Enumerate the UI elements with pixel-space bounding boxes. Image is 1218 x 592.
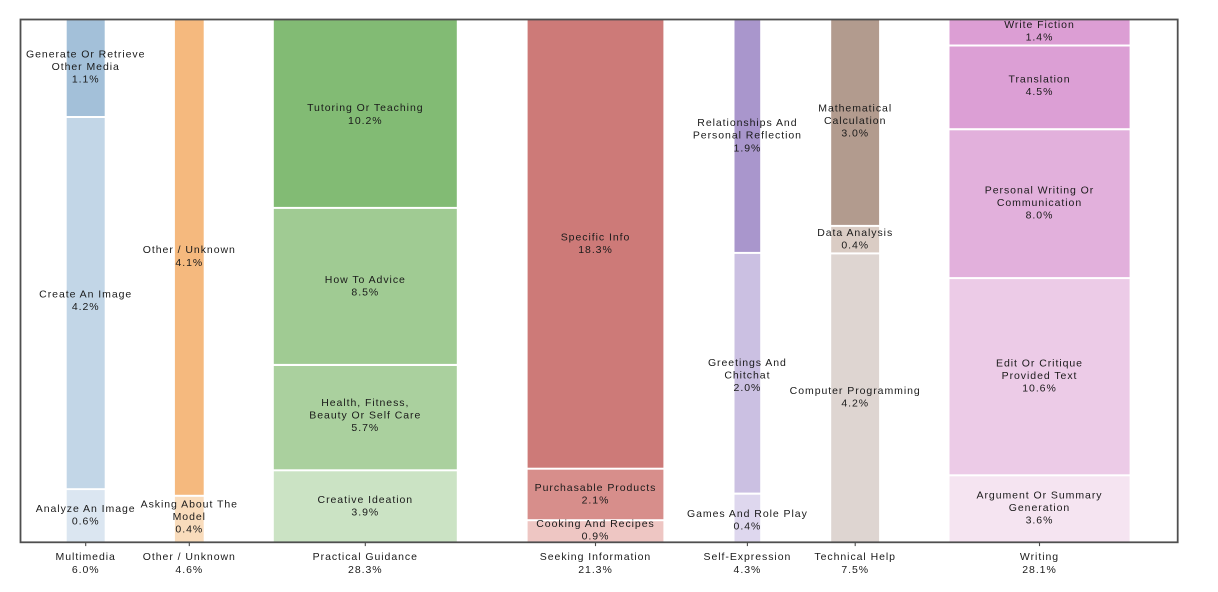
svg-text:0.4%: 0.4% (734, 521, 762, 533)
svg-text:How To Advice: How To Advice (325, 274, 406, 286)
svg-text:18.3%: 18.3% (578, 244, 613, 256)
svg-text:Tutoring Or Teaching: Tutoring Or Teaching (307, 102, 423, 114)
svg-text:Multimedia: Multimedia (56, 551, 116, 563)
svg-text:Relationships And: Relationships And (697, 117, 797, 129)
svg-text:Create An Image: Create An Image (39, 289, 132, 301)
svg-text:4.2%: 4.2% (72, 301, 100, 313)
svg-text:21.3%: 21.3% (578, 564, 613, 576)
svg-text:1.9%: 1.9% (734, 142, 762, 154)
svg-text:Generate Or Retrieve: Generate Or Retrieve (26, 48, 145, 60)
svg-text:7.5%: 7.5% (841, 564, 869, 576)
svg-text:4.6%: 4.6% (175, 564, 203, 576)
svg-text:1.1%: 1.1% (72, 74, 100, 86)
svg-text:Seeking Information: Seeking Information (540, 551, 651, 563)
svg-text:Asking About The: Asking About The (141, 499, 238, 511)
svg-text:2.0%: 2.0% (734, 382, 762, 394)
svg-text:4.2%: 4.2% (841, 398, 869, 410)
svg-text:Purchasable Products: Purchasable Products (535, 482, 657, 494)
svg-text:Argument Or Summary: Argument Or Summary (977, 490, 1103, 502)
svg-text:Creative Ideation: Creative Ideation (318, 494, 414, 506)
svg-text:3.0%: 3.0% (841, 128, 869, 140)
svg-text:Practical Guidance: Practical Guidance (313, 551, 418, 563)
svg-text:0.6%: 0.6% (72, 516, 100, 528)
svg-text:Other / Unknown: Other / Unknown (143, 551, 236, 563)
svg-text:Chitchat: Chitchat (724, 369, 770, 381)
svg-text:3.9%: 3.9% (351, 507, 379, 519)
svg-text:4.5%: 4.5% (1026, 86, 1054, 98)
svg-text:Write Fiction: Write Fiction (1004, 19, 1075, 31)
svg-text:Health, Fitness,: Health, Fitness, (321, 397, 409, 409)
svg-text:Self-Expression: Self-Expression (704, 551, 792, 563)
svg-text:0.4%: 0.4% (175, 524, 203, 536)
svg-text:10.6%: 10.6% (1022, 383, 1057, 395)
svg-text:3.6%: 3.6% (1026, 515, 1054, 527)
svg-text:Beauty Or Self Care: Beauty Or Self Care (309, 410, 421, 422)
svg-text:Communication: Communication (997, 197, 1082, 209)
svg-text:Games And Role Play: Games And Role Play (687, 508, 808, 520)
svg-text:0.4%: 0.4% (841, 240, 869, 252)
svg-text:Edit Or Critique: Edit Or Critique (996, 357, 1083, 369)
svg-text:Computer Programming: Computer Programming (790, 385, 921, 397)
svg-text:Data Analysis: Data Analysis (817, 227, 893, 239)
svg-text:0.9%: 0.9% (582, 530, 610, 542)
svg-text:4.1%: 4.1% (175, 257, 203, 269)
svg-text:Generation: Generation (1009, 502, 1070, 514)
svg-text:Provided Text: Provided Text (1002, 370, 1078, 382)
svg-text:Writing: Writing (1020, 551, 1059, 563)
svg-text:28.1%: 28.1% (1022, 564, 1057, 576)
svg-text:8.5%: 8.5% (351, 287, 379, 299)
svg-text:10.2%: 10.2% (348, 115, 383, 127)
svg-text:6.0%: 6.0% (72, 564, 100, 576)
svg-text:Other / Unknown: Other / Unknown (143, 244, 236, 256)
svg-text:2.1%: 2.1% (582, 494, 610, 506)
svg-text:Model: Model (173, 511, 206, 523)
svg-text:Specific Info: Specific Info (561, 231, 631, 243)
svg-text:Technical Help: Technical Help (814, 551, 896, 563)
svg-text:Calculation: Calculation (824, 115, 886, 127)
svg-text:28.3%: 28.3% (348, 564, 383, 576)
svg-text:Cooking And Recipes: Cooking And Recipes (536, 518, 654, 530)
svg-text:4.3%: 4.3% (734, 564, 762, 576)
svg-text:8.0%: 8.0% (1026, 210, 1054, 222)
svg-text:Personal Writing Or: Personal Writing Or (985, 185, 1094, 197)
svg-text:Personal Reflection: Personal Reflection (693, 130, 802, 142)
svg-text:Mathematical: Mathematical (818, 102, 892, 114)
svg-text:Other Media: Other Media (52, 61, 120, 73)
svg-text:1.4%: 1.4% (1026, 32, 1054, 44)
svg-text:Greetings And: Greetings And (708, 357, 787, 369)
svg-text:Translation: Translation (1008, 74, 1070, 86)
svg-text:5.7%: 5.7% (351, 422, 379, 434)
svg-text:Analyze An Image: Analyze An Image (36, 503, 136, 515)
